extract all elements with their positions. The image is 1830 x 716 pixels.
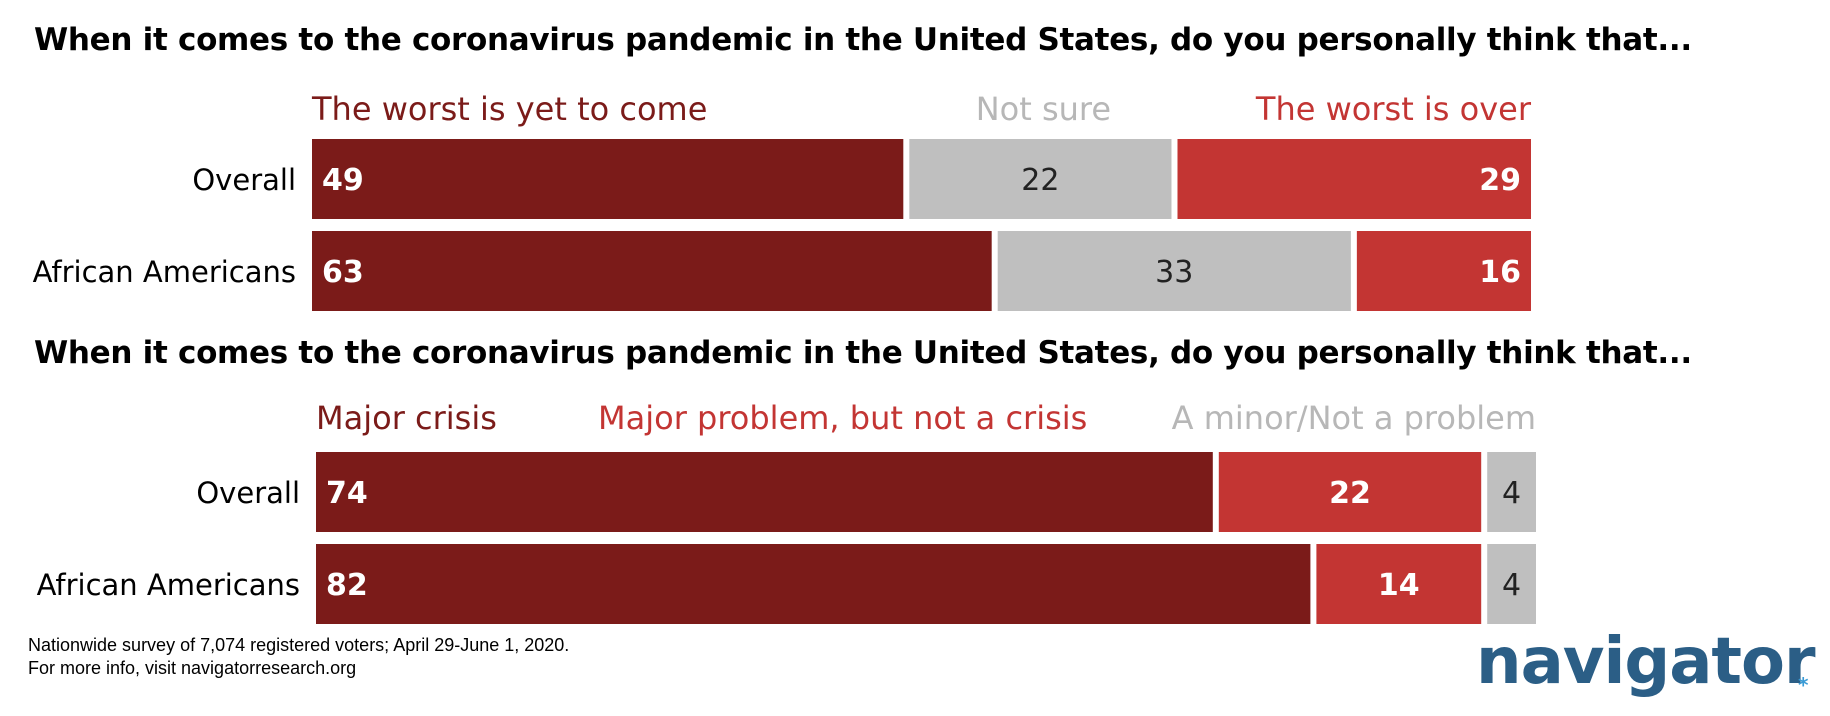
data-label-2-overall: 22 bbox=[1329, 476, 1371, 511]
bar-segment-2-overall bbox=[909, 139, 1172, 219]
chart-2: Major crisis Major problem, but not a cri… bbox=[37, 399, 1536, 624]
data-label-3-african-americans: 4 bbox=[1502, 568, 1521, 603]
category-label-overall: Overall bbox=[192, 163, 296, 197]
bar-segment-3-african-americans bbox=[1487, 544, 1536, 624]
data-label-3-overall: 29 bbox=[1479, 163, 1521, 198]
footnote-info: For more info, visit navigatorresearch.o… bbox=[28, 658, 357, 678]
data-label-2-african-americans: 33 bbox=[1155, 255, 1193, 290]
bar-segment-2-african-americans bbox=[1316, 544, 1482, 624]
bar-segment-1-overall bbox=[312, 139, 904, 219]
logo-star-icon: * bbox=[1798, 673, 1809, 697]
data-label-2-african-americans: 14 bbox=[1378, 568, 1420, 603]
bar-segment-1-overall bbox=[316, 452, 1213, 532]
legend-label-1: The worst is yet to come bbox=[311, 90, 707, 128]
bar-segment-1-african-americans bbox=[312, 231, 992, 311]
legend-label-1: Major crisis bbox=[316, 399, 497, 437]
data-label-3-african-americans: 16 bbox=[1479, 255, 1521, 290]
data-label-1-african-americans: 63 bbox=[322, 255, 364, 290]
bar-segment-3-overall bbox=[1177, 139, 1531, 219]
category-label-african-americans: African Americans bbox=[37, 568, 300, 602]
legend-label-2: Major problem, but not a crisis bbox=[598, 399, 1087, 437]
bar-segment-1-african-americans bbox=[316, 544, 1311, 624]
navigator-logo: navigator bbox=[1476, 625, 1816, 699]
chart-2-title: When it comes to the coronavirus pandemi… bbox=[34, 335, 1692, 371]
data-label-1-overall: 74 bbox=[326, 476, 368, 511]
data-label-1-overall: 49 bbox=[322, 163, 364, 198]
data-label-3-overall: 4 bbox=[1502, 476, 1521, 511]
legend-label-2: Not sure bbox=[976, 90, 1111, 128]
data-label-2-overall: 22 bbox=[1021, 163, 1059, 198]
bar-segment-3-african-americans bbox=[1356, 231, 1531, 311]
bar-segment-3-overall bbox=[1487, 452, 1536, 532]
chart-1-title: When it comes to the coronavirus pandemi… bbox=[34, 22, 1692, 58]
bar-segment-2-overall bbox=[1218, 452, 1482, 532]
chart-1: The worst is yet to come Not sure The wors… bbox=[33, 90, 1532, 311]
footnote-survey: Nationwide survey of 7,074 registered vo… bbox=[28, 635, 570, 655]
bar-segment-2-african-americans bbox=[997, 231, 1351, 311]
data-label-1-african-americans: 82 bbox=[326, 568, 368, 603]
legend-label-3: A minor/Not a problem bbox=[1172, 399, 1536, 437]
category-label-overall: Overall bbox=[196, 476, 300, 510]
category-label-african-americans: African Americans bbox=[33, 255, 296, 289]
legend-label-3: The worst is over bbox=[1255, 90, 1532, 128]
